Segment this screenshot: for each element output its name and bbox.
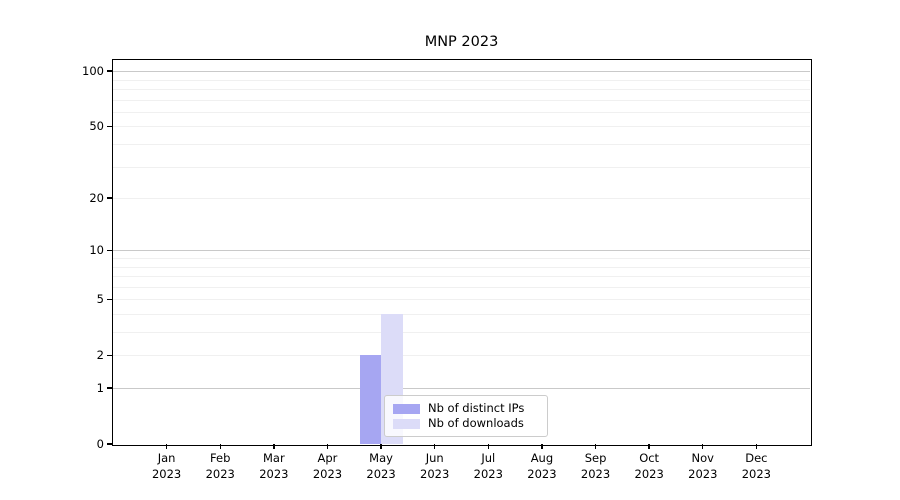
x-tick-label: Apr 2023 xyxy=(297,451,357,482)
y-tick-mark xyxy=(107,197,113,199)
x-tick-mark xyxy=(165,444,168,449)
gridline-minor xyxy=(113,313,810,315)
x-tick-month: Sep xyxy=(584,451,607,465)
y-tick-label: 10 xyxy=(89,243,104,258)
x-tick-mark xyxy=(273,444,275,449)
x-tick-label: Nov 2023 xyxy=(673,451,733,482)
x-tick-month: May xyxy=(369,451,393,465)
x-tick-year: 2023 xyxy=(366,466,396,481)
x-tick-month: Jan xyxy=(157,451,176,465)
gridline-minor xyxy=(113,266,810,268)
gridline-minor xyxy=(113,89,810,90)
x-tick-year: 2023 xyxy=(634,466,664,481)
y-tick-label: 5 xyxy=(96,292,104,307)
x-tick-mark xyxy=(219,444,221,449)
y-tick-mark xyxy=(107,249,113,251)
x-tick-label: May 2023 xyxy=(351,451,411,482)
gridline-major xyxy=(113,388,810,389)
y-tick-mark xyxy=(107,443,113,445)
x-tick-month: Apr xyxy=(317,451,338,465)
x-tick-month: Jun xyxy=(425,451,444,465)
x-tick-label: Sep 2023 xyxy=(566,451,626,482)
y-tick-mark xyxy=(107,387,113,389)
x-tick-year: 2023 xyxy=(312,466,343,481)
gridline-minor xyxy=(113,111,810,113)
x-tick-mark xyxy=(755,444,758,449)
x-tick-label: Jun 2023 xyxy=(405,451,465,482)
y-tick-label: 1 xyxy=(96,381,104,395)
x-tick-mark xyxy=(487,444,489,449)
x-tick-month: Nov xyxy=(691,451,714,465)
gridline-minor xyxy=(113,332,810,333)
bar xyxy=(359,355,382,444)
legend: Nb of distinct IPs Nb of downloads xyxy=(384,395,548,437)
gridline-minor xyxy=(113,99,810,101)
legend-row: Nb of downloads xyxy=(393,416,539,431)
gridline-minor xyxy=(113,257,810,259)
gridline-minor xyxy=(113,286,810,288)
gridline-major xyxy=(113,71,810,73)
gridline-minor xyxy=(113,276,810,278)
y-tick-mark xyxy=(107,125,113,128)
x-tick-month: Aug xyxy=(530,451,554,465)
legend-row: Nb of distinct IPs xyxy=(393,401,539,416)
gridline-minor xyxy=(113,299,810,301)
x-tick-year: 2023 xyxy=(741,466,772,481)
x-tick-mark xyxy=(380,444,382,449)
y-tick-label: 100 xyxy=(82,64,104,79)
gridline-major xyxy=(113,250,810,252)
x-tick-month: Dec xyxy=(745,451,768,465)
gridline-minor xyxy=(113,79,810,81)
y-tick-label: 20 xyxy=(89,191,104,206)
legend-swatch xyxy=(393,403,420,414)
x-tick-year: 2023 xyxy=(420,466,450,481)
plot-area xyxy=(111,58,812,446)
x-tick-label: Aug 2023 xyxy=(512,451,572,482)
y-tick-mark xyxy=(107,298,113,300)
y-tick-mark xyxy=(107,354,113,356)
x-tick-year: 2023 xyxy=(688,466,718,481)
x-tick-year: 2023 xyxy=(527,466,557,481)
x-tick-year: 2023 xyxy=(259,466,289,481)
chart-title: MNP 2023 xyxy=(424,34,499,50)
y-tick-mark xyxy=(107,70,113,72)
legend-label: Nb of distinct IPs xyxy=(428,401,525,415)
gridline-minor xyxy=(113,144,810,145)
x-tick-year: 2023 xyxy=(151,466,182,481)
x-tick-month: Feb xyxy=(210,451,231,465)
gridline-minor xyxy=(113,198,810,200)
x-tick-mark xyxy=(702,444,704,449)
legend-label: Nb of downloads xyxy=(428,416,524,430)
x-tick-mark xyxy=(326,444,329,449)
gridline-minor xyxy=(113,126,810,128)
x-tick-label: Jul 2023 xyxy=(458,451,518,482)
y-tick-label: 2 xyxy=(96,348,104,363)
x-tick-mark xyxy=(594,444,597,449)
x-tick-mark xyxy=(541,444,543,449)
x-tick-year: 2023 xyxy=(205,466,235,481)
x-tick-label: Dec 2023 xyxy=(726,451,786,482)
y-tick-label: 50 xyxy=(89,119,104,134)
x-tick-month: Mar xyxy=(262,451,285,465)
x-tick-year: 2023 xyxy=(473,466,503,481)
x-tick-label: Jan 2023 xyxy=(137,451,197,482)
x-tick-month: Jul xyxy=(481,451,496,465)
x-tick-month: Oct xyxy=(639,451,660,465)
x-tick-label: Mar 2023 xyxy=(244,451,304,482)
x-tick-mark xyxy=(648,444,650,449)
gridline-minor xyxy=(113,166,810,168)
x-tick-label: Oct 2023 xyxy=(619,451,679,482)
x-tick-year: 2023 xyxy=(580,466,611,481)
x-tick-label: Feb 2023 xyxy=(190,451,250,482)
x-tick-mark xyxy=(433,444,436,449)
y-tick-label: 0 xyxy=(96,437,104,451)
gridline-minor xyxy=(113,355,810,357)
legend-swatch xyxy=(393,418,420,429)
